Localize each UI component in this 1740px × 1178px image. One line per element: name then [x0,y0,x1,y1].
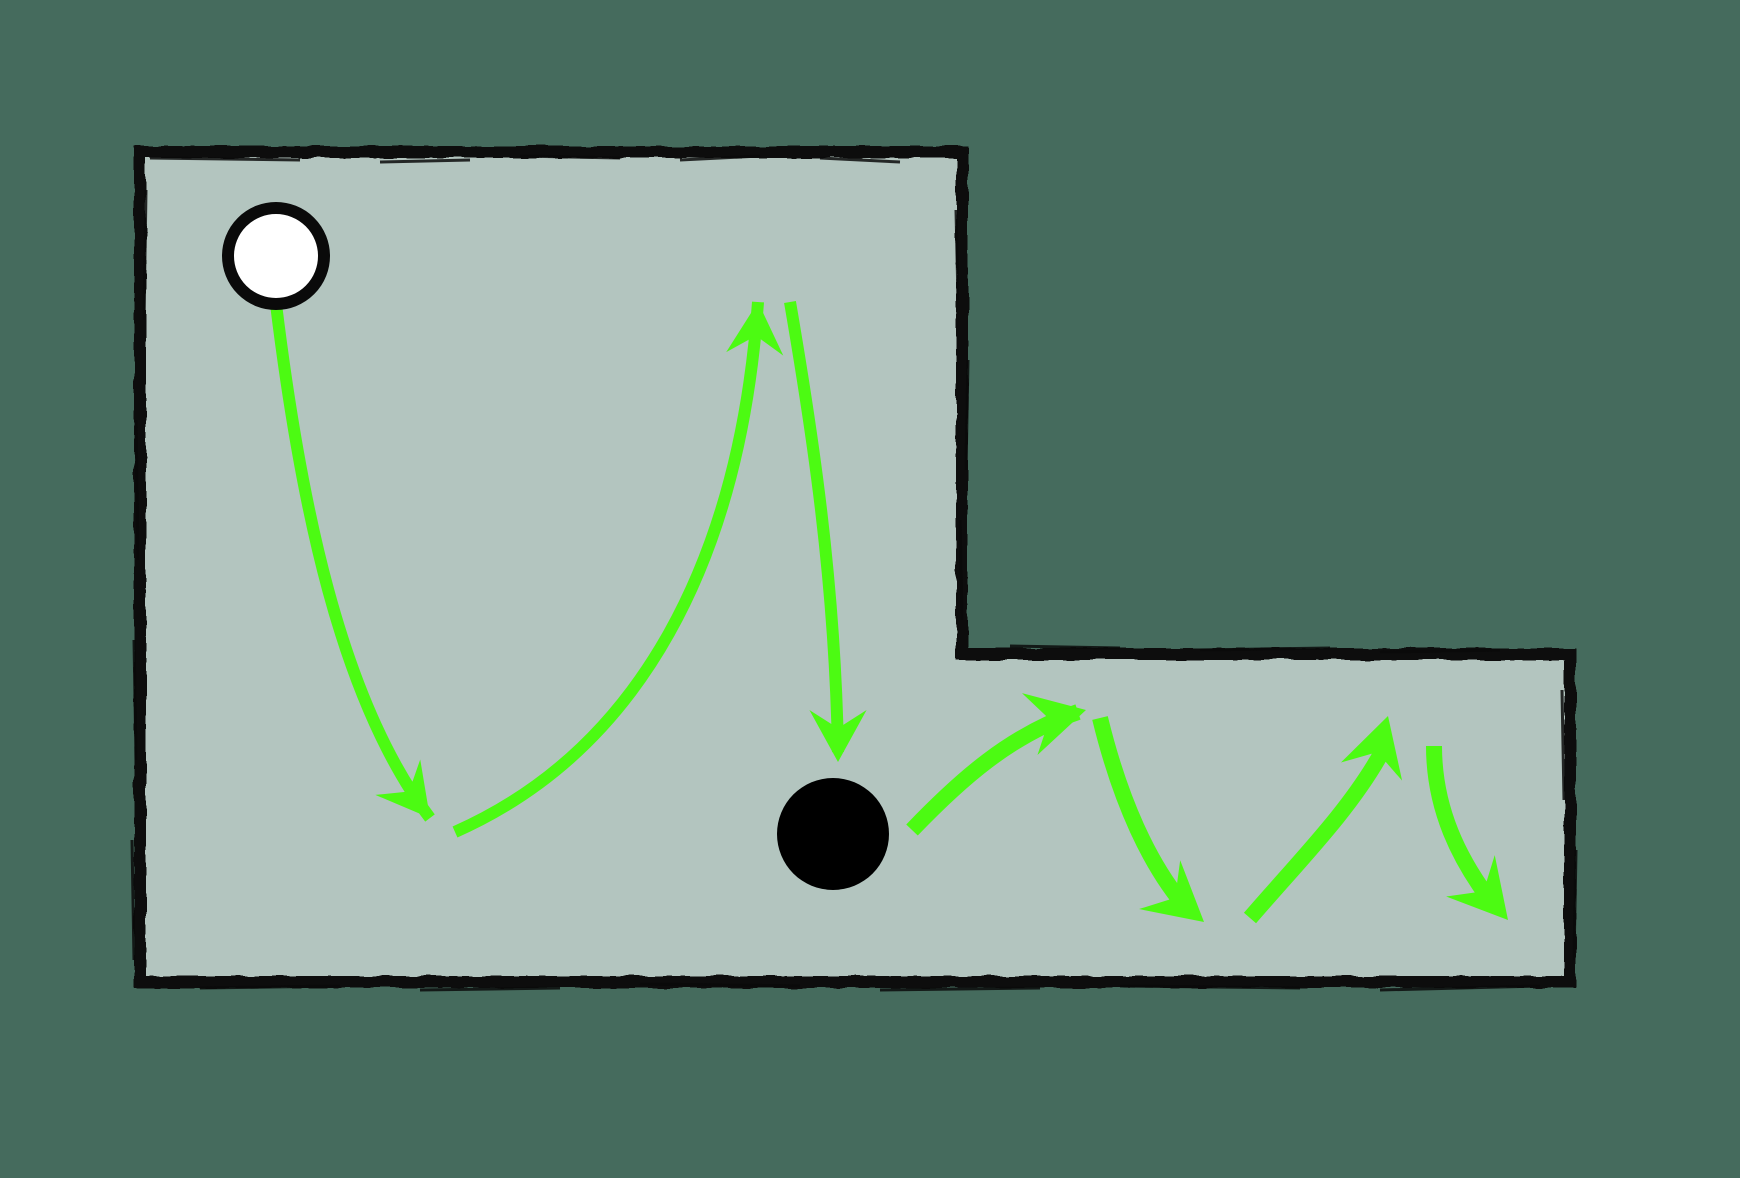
arrow-icon-5-head [1139,860,1204,922]
arrow-icon-1-shaft [270,303,435,822]
arrow-icon-3-shaft [784,300,844,753]
room-wall [134,146,1576,988]
arrow-icon-7-head [1446,855,1508,920]
trajectory-arrows [270,300,1508,924]
arrow-icon-3-head [809,710,867,762]
room-wall-sketch [130,154,1578,992]
start-circle-icon [222,202,330,310]
room-floor [140,152,1570,982]
arrow-icon-4-head [1021,693,1086,756]
arrow-icon-6-shaft [1243,748,1390,924]
arrow-icon-6-head [1340,716,1403,781]
room [130,146,1578,992]
arrow-icon-1-head [375,759,430,818]
arrow-icon-2-head [726,302,784,356]
ball-icon [777,778,889,890]
arrow-icon-7-shaft [1426,745,1497,905]
arrow-icon-2-shaft [452,301,764,838]
